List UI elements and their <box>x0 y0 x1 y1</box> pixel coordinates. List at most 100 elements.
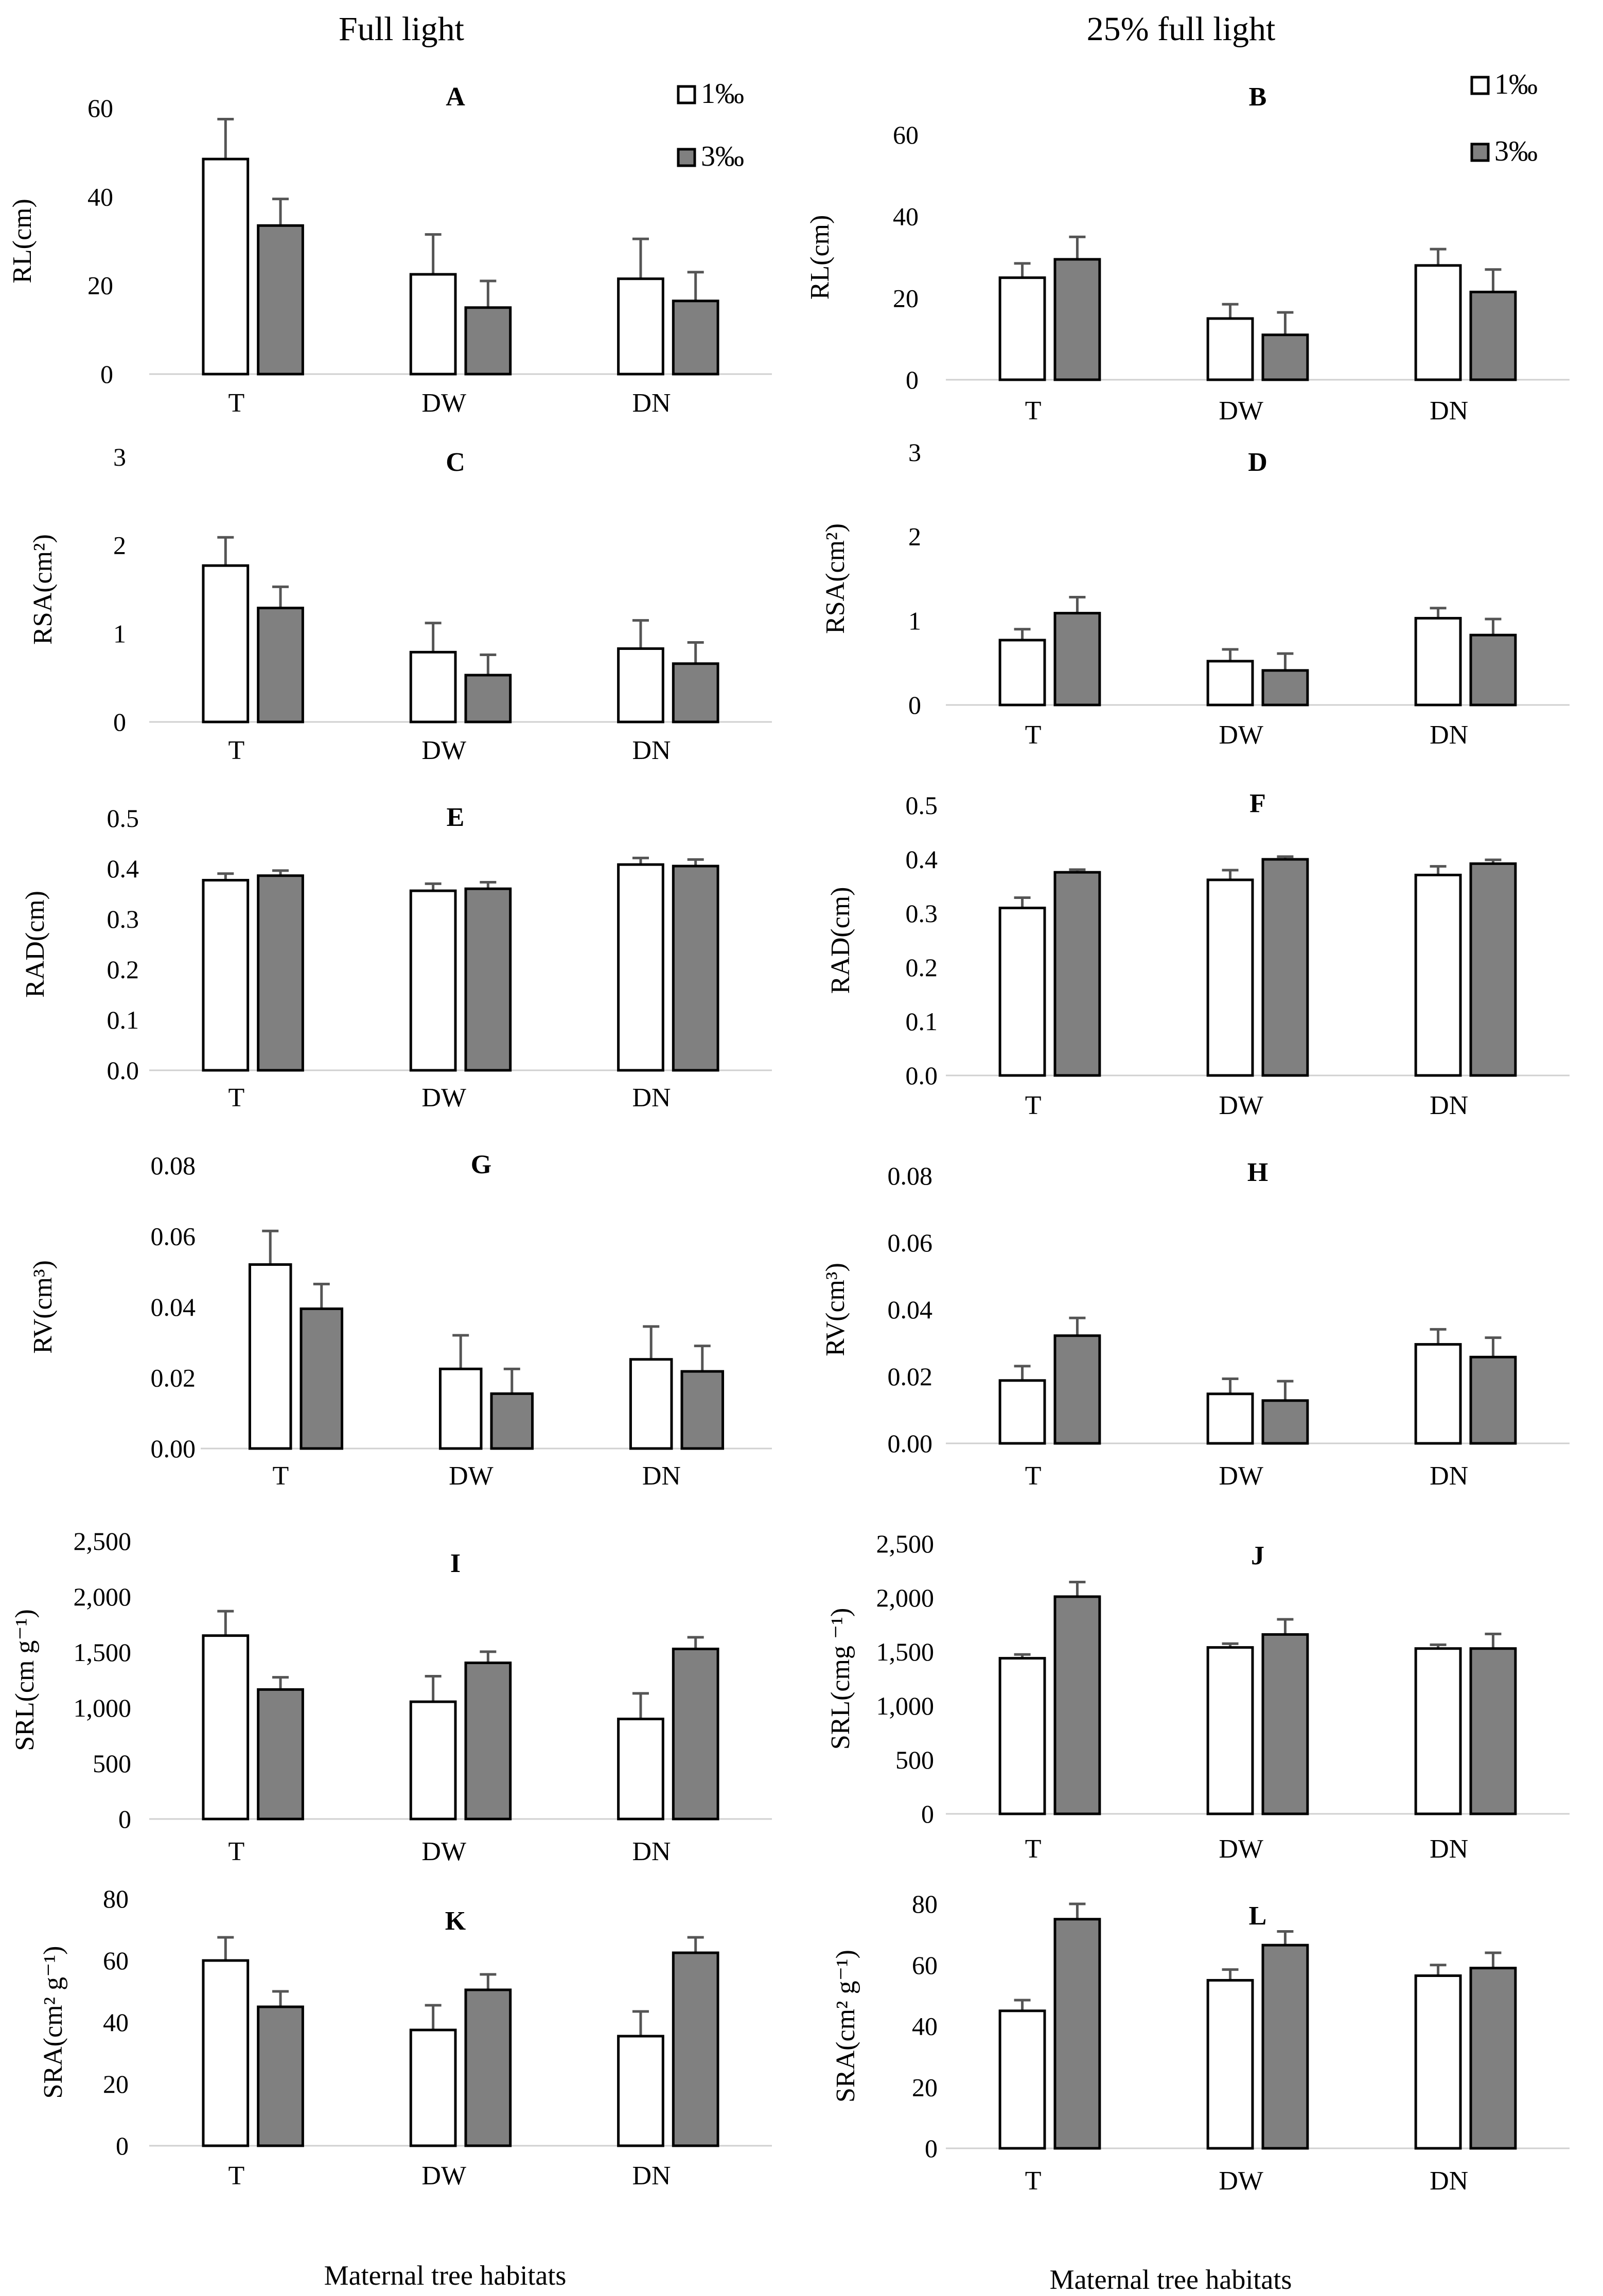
y-axis-label-d: RSA(cm²) <box>821 523 850 634</box>
y-tick-label-f-2: 0.2 <box>906 953 938 982</box>
bar-a-t-s1 <box>202 157 250 376</box>
y-tick-label-a-3: 60 <box>87 94 113 122</box>
panel-title-e: E <box>447 803 465 832</box>
x-category-label-c-dw: DW <box>421 736 466 765</box>
bar-h-dw-s1 <box>1206 1392 1254 1445</box>
bar-a-dn-s2 <box>672 299 719 376</box>
y-tick-label-e-4: 0.4 <box>107 854 139 883</box>
bar-c-dw-s1 <box>409 650 457 723</box>
bar-k-t-s1 <box>202 1959 250 2147</box>
panel-f: F RAD(cm) 0.0 0.1 0.2 0.3 0.4 0.5 T DW DN <box>826 789 1570 1120</box>
bar-k-t-s2 <box>257 2005 304 2147</box>
bar-a-dw-s2 <box>464 306 512 376</box>
y-axis-label-a: RL(cm) <box>8 199 37 284</box>
legend-label-4: 3‰ <box>1494 135 1538 167</box>
y-tick-label-a-2: 40 <box>87 182 113 211</box>
bar-b-dw-s1 <box>1206 317 1254 381</box>
x-category-label-i-dw: DW <box>421 1837 466 1866</box>
x-category-label-b-dw: DW <box>1219 396 1263 426</box>
bar-d-dn-s1 <box>1414 616 1462 707</box>
x-axis-title-right: Maternal tree habitats <box>1050 2264 1292 2295</box>
y-axis-label-k: SRA(cm² g⁻¹) <box>39 1946 68 2099</box>
y-tick-label-h-1: 0.02 <box>888 1362 933 1391</box>
y-axis-label-e: RAD(cm) <box>21 891 50 998</box>
panel-g: G RV(cm³) 0.00 0.02 0.04 0.06 0.08 T DW DN <box>28 1150 772 1491</box>
bar-h-t-s1 <box>998 1379 1046 1445</box>
y-tick-label-e-3: 0.3 <box>107 905 139 933</box>
panel-a: A RL(cm) 0 20 40 60 T DW DN <box>8 82 772 418</box>
panel-b: B RL(cm) 0 20 40 60 T DW DN <box>805 82 1570 426</box>
x-category-label-d-dw: DW <box>1219 720 1263 750</box>
bar-i-t-s1 <box>202 1634 250 1821</box>
bar-j-dn-s1 <box>1414 1647 1462 1815</box>
x-category-label-d-dn: DN <box>1430 720 1468 750</box>
panel-d: D RSA(cm²) 0 1 2 3 T DW DN <box>821 438 1570 750</box>
bar-l-dw-s1 <box>1206 1979 1254 2150</box>
panel-title-d: D <box>1248 448 1267 477</box>
bar-l-t-s1 <box>998 2009 1046 2150</box>
y-axis-label-f: RAD(cm) <box>826 887 855 994</box>
x-category-label-e-dw: DW <box>421 1083 466 1112</box>
x-category-label-e-dn: DN <box>632 1083 671 1112</box>
y-axis-label-l: SRA(cm² g⁻¹) <box>831 1950 860 2103</box>
bar-i-dn-s2 <box>672 1648 719 1821</box>
legend-swatch-3 <box>1470 76 1490 95</box>
bar-h-dw-s2 <box>1261 1399 1309 1445</box>
bar-g-dn-s2 <box>680 1370 725 1450</box>
x-category-label-g-t: T <box>273 1461 289 1491</box>
bar-e-dn-s2 <box>672 864 719 1072</box>
bar-j-dw-s1 <box>1206 1646 1254 1815</box>
bar-f-dn-s2 <box>1469 862 1517 1077</box>
panel-i: I SRL(cm g⁻¹) 0 500 1,000 1,500 2,000 2,500 T DW D… <box>10 1527 772 1866</box>
bar-d-dw-s2 <box>1261 669 1309 707</box>
x-category-label-i-t: T <box>228 1837 245 1866</box>
y-axis-label-c: RSA(cm²) <box>28 534 58 645</box>
y-tick-label-h-3: 0.06 <box>888 1228 933 1257</box>
bar-l-dw-s2 <box>1261 1944 1309 2150</box>
bar-i-dw-s2 <box>464 1662 512 1821</box>
bar-i-t-s2 <box>257 1688 304 1821</box>
y-tick-label-b-0: 0 <box>906 365 919 394</box>
y-tick-label-i-5: 2,500 <box>74 1527 132 1556</box>
bar-g-t-s1 <box>248 1263 292 1450</box>
panel-l: L SRA(cm² g⁻¹) 0 20 40 60 80 T DW DN <box>831 1889 1570 2196</box>
bar-f-dw-s1 <box>1206 878 1254 1077</box>
x-category-label-l-dw: DW <box>1219 2166 1263 2196</box>
y-tick-label-f-5: 0.5 <box>906 791 938 820</box>
bar-d-t-s2 <box>1053 612 1101 707</box>
bar-c-t-s2 <box>257 607 304 723</box>
bar-c-t-s1 <box>202 564 250 723</box>
bar-i-dw-s1 <box>409 1700 457 1821</box>
legend: 1‰ 3‰ 1‰ 3‰ <box>677 68 1538 172</box>
bar-e-t-s1 <box>202 879 250 1072</box>
bar-a-dw-s1 <box>409 273 457 376</box>
bar-b-dn-s2 <box>1469 290 1517 381</box>
y-tick-label-l-2: 40 <box>912 2012 938 2041</box>
y-tick-label-i-1: 500 <box>93 1749 131 1778</box>
x-category-label-f-t: T <box>1025 1091 1042 1120</box>
y-tick-label-k-4: 80 <box>103 1884 129 1913</box>
x-category-label-f-dw: DW <box>1219 1091 1263 1120</box>
y-axis-label-h: RV(cm³) <box>821 1263 850 1356</box>
x-category-label-c-t: T <box>228 736 245 765</box>
bar-e-dw-s1 <box>409 889 457 1072</box>
y-tick-label-i-2: 1,000 <box>74 1693 132 1722</box>
y-axis-label-j: SRL(cmg ⁻¹) <box>826 1608 855 1750</box>
y-tick-label-d-2: 2 <box>908 522 921 551</box>
bar-j-dn-s2 <box>1469 1647 1517 1815</box>
x-category-label-l-t: T <box>1025 2166 1042 2196</box>
y-tick-label-j-5: 2,500 <box>876 1529 935 1558</box>
bar-j-t-s1 <box>998 1657 1046 1815</box>
panel-title-c: C <box>446 448 465 477</box>
y-tick-label-b-2: 40 <box>893 202 919 231</box>
y-tick-label-j-0: 0 <box>921 1799 934 1828</box>
panel-title-a: A <box>446 82 465 112</box>
y-tick-label-f-0: 0.0 <box>906 1061 938 1090</box>
bar-b-t-s2 <box>1053 258 1101 381</box>
y-tick-label-g-2: 0.04 <box>151 1293 196 1321</box>
x-category-label-b-t: T <box>1025 396 1042 426</box>
y-tick-label-i-3: 1,500 <box>74 1638 132 1667</box>
legend-label-1: 1‰ <box>701 78 744 110</box>
bar-b-t-s1 <box>998 276 1046 381</box>
